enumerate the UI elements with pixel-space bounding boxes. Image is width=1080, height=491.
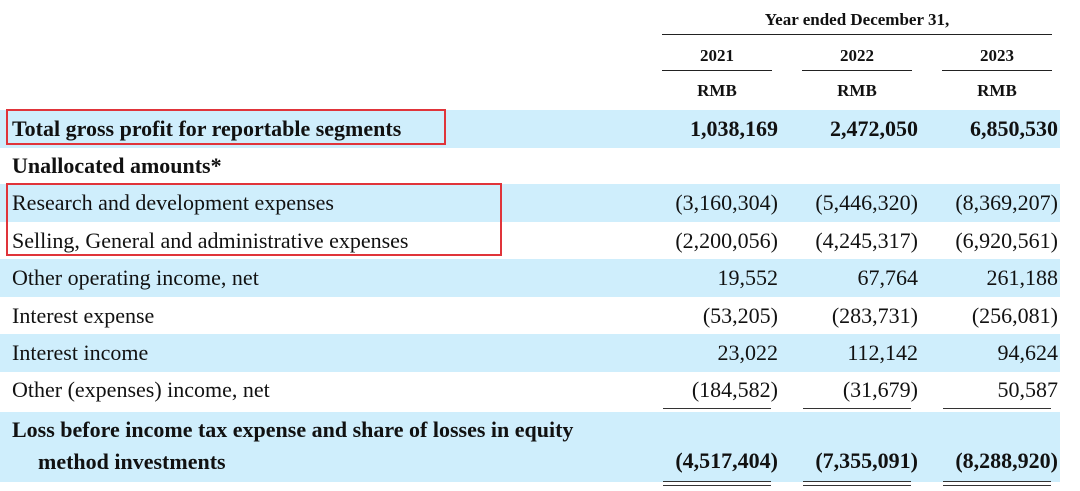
- table-row-interest-income: Interest income 23,022 112,142 94,624: [0, 334, 1060, 372]
- value-2023: (8,369,207): [955, 190, 1058, 215]
- value-2023: 6,850,530: [970, 116, 1058, 141]
- table-row-selling-general-admin: Selling, General and administrative expe…: [0, 222, 1060, 260]
- value-2021: 19,552: [717, 265, 779, 290]
- table-row-loss-before-tax: Loss before income tax expense and share…: [0, 412, 1060, 482]
- subtotal-rule-2022: [803, 408, 911, 409]
- value-2021: 1,038,169: [690, 116, 778, 141]
- highlight-box-expenses: [6, 183, 502, 256]
- value-2021: (184,582): [691, 377, 778, 402]
- row-label: Selling, General and administrative expe…: [12, 228, 409, 253]
- value-2022: (283,731): [831, 303, 918, 328]
- period-header: Year ended December 31,: [764, 10, 950, 29]
- value-2022: (5,446,320): [815, 190, 918, 215]
- value-2022: (4,245,317): [815, 228, 918, 253]
- row-label-line2: method investments: [38, 449, 226, 474]
- total-double-rule-2022: [803, 481, 911, 486]
- row-label: Interest expense: [12, 303, 155, 328]
- year-2022-header: 2022: [840, 46, 874, 65]
- value-2021: (3,160,304): [675, 190, 778, 215]
- year-2023-underline: [942, 70, 1052, 71]
- period-underline: [662, 34, 1052, 35]
- table-row-other-expenses-income: Other (expenses) income, net (184,582) (…: [0, 371, 1060, 409]
- table-row-interest-expense: Interest expense (53,205) (283,731) (256…: [0, 297, 1060, 335]
- year-2022-underline: [802, 70, 912, 71]
- row-label: Other (expenses) income, net: [12, 377, 270, 402]
- table-row-gross-profit: Total gross profit for reportable segmen…: [0, 110, 1060, 148]
- table-row-research-development: Research and development expenses (3,160…: [0, 184, 1060, 222]
- value-2022: 2,472,050: [830, 116, 918, 141]
- year-2021-underline: [662, 70, 772, 71]
- total-double-rule-2023: [943, 481, 1051, 486]
- value-2021: (4,517,404): [675, 448, 778, 473]
- value-2022: 67,764: [857, 265, 919, 290]
- value-2023: 94,624: [997, 340, 1059, 365]
- currency-2022: RMB: [837, 81, 877, 100]
- total-double-rule-2021: [663, 481, 771, 486]
- row-label-line1: Loss before income tax expense and share…: [12, 417, 574, 442]
- row-label: Unallocated amounts*: [12, 153, 222, 178]
- value-2022: (31,679): [842, 377, 918, 402]
- year-2021-header: 2021: [700, 46, 734, 65]
- value-2023: (256,081): [971, 303, 1058, 328]
- table-row-other-operating-income: Other operating income, net 19,552 67,76…: [0, 259, 1060, 297]
- year-2023-header: 2023: [980, 46, 1014, 65]
- value-2021: (53,205): [702, 303, 778, 328]
- row-label: Total gross profit for reportable segmen…: [12, 116, 402, 141]
- value-2021: (2,200,056): [675, 228, 778, 253]
- value-2023: (8,288,920): [955, 448, 1058, 473]
- value-2021: 23,022: [717, 340, 779, 365]
- value-2022: (7,355,091): [815, 448, 918, 473]
- table-row-unallocated-heading: Unallocated amounts*: [0, 147, 1060, 185]
- subtotal-rule-2023: [943, 408, 1051, 409]
- value-2023: 261,188: [986, 265, 1059, 290]
- value-2023: (6,920,561): [955, 228, 1058, 253]
- value-2023: 50,587: [997, 377, 1059, 402]
- highlight-box-gross-profit: [6, 109, 446, 145]
- currency-2023: RMB: [977, 81, 1017, 100]
- currency-2021: RMB: [697, 81, 737, 100]
- row-label: Interest income: [12, 340, 149, 365]
- value-2022: 112,142: [847, 340, 918, 365]
- row-label: Other operating income, net: [12, 265, 259, 290]
- row-label: Research and development expenses: [12, 190, 334, 215]
- subtotal-rule-2021: [663, 408, 771, 409]
